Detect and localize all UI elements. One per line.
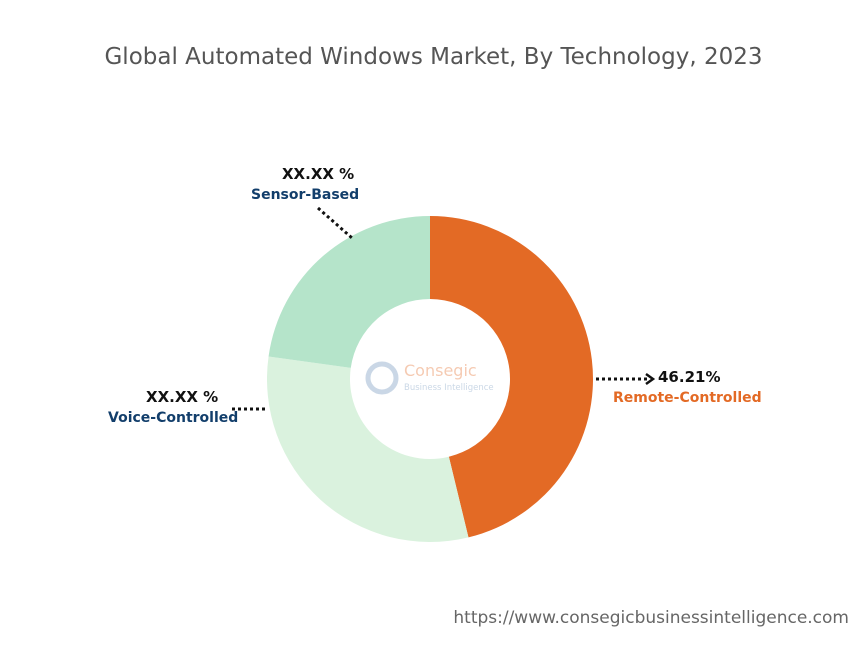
- arrow-head-icon: [645, 372, 656, 386]
- svg-text:Consegic: Consegic: [404, 361, 477, 380]
- chart-title: Global Automated Windows Market, By Tech…: [104, 44, 763, 70]
- slice-voice-controlled: [267, 356, 469, 542]
- label-voice-controlled: XX.XX % Voice-Controlled: [108, 388, 238, 426]
- sensor-based-name: Sensor-Based: [251, 187, 360, 203]
- voice-controlled-name: Voice-Controlled: [108, 410, 239, 426]
- watermark-logo: Consegic Business Intelligence: [362, 352, 502, 406]
- slice-remote-controlled: [430, 216, 593, 538]
- remote-controlled-value: 46.21%: [658, 368, 721, 386]
- remote-controlled-name: Remote-Controlled: [613, 390, 762, 406]
- slice-sensor-based: [268, 216, 430, 368]
- footer-url: https://www.consegicbusinessintelligence…: [453, 608, 849, 628]
- sensor-based-value: XX.XX %: [281, 165, 355, 183]
- label-remote-controlled: 46.21% Remote-Controlled: [613, 368, 762, 406]
- svg-text:Business Intelligence: Business Intelligence: [404, 383, 494, 393]
- voice-controlled-value: XX.XX %: [146, 388, 219, 406]
- leader-line: [317, 206, 353, 240]
- label-sensor-based: XX.XX % Sensor-Based: [251, 165, 359, 203]
